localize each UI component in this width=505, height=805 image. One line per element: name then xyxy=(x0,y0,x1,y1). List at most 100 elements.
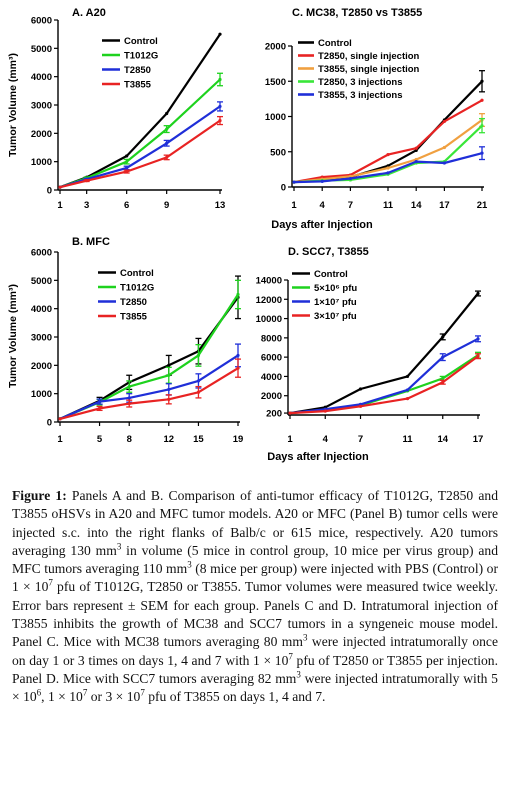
y-tick-label: 8000 xyxy=(261,333,282,344)
series-line xyxy=(289,292,479,415)
data-point xyxy=(125,154,129,158)
x-tick-label: 15 xyxy=(193,434,204,445)
y-tick-label: 500 xyxy=(270,147,286,158)
data-point xyxy=(386,166,390,170)
data-point xyxy=(405,374,410,379)
data-point xyxy=(323,409,327,413)
y-tick-label: 6000 xyxy=(31,248,52,259)
x-tick-label: 13 xyxy=(215,200,226,211)
data-point xyxy=(386,171,390,175)
series-line xyxy=(59,367,239,420)
caption-text: pfu of T1012G, T2850 or T3855. Tumor vol… xyxy=(12,579,498,650)
x-tick-label: 17 xyxy=(473,434,484,445)
data-point xyxy=(320,179,324,183)
caption-superscript: 3 xyxy=(116,541,122,552)
y-tick-label: 1000 xyxy=(265,112,286,123)
y-tick-label: 4000 xyxy=(31,72,52,83)
series-line xyxy=(289,355,479,415)
y-tick-label: 6000 xyxy=(31,16,52,27)
x-tick-label: 4 xyxy=(320,200,326,211)
data-point xyxy=(442,119,446,124)
caption-superscript: 7 xyxy=(48,577,53,588)
x-axis-label: Days after Injection xyxy=(271,219,373,231)
caption-text: pfu of T2850 or T3855 per injection. Pan… xyxy=(12,652,498,686)
data-point xyxy=(358,387,363,391)
series-line xyxy=(59,354,239,420)
caption-text: (8 mice per group) were injected with PB… xyxy=(12,561,498,595)
data-point xyxy=(442,145,446,150)
x-tick-label: 1 xyxy=(287,434,293,445)
legend-entry: T3855, 3 injections xyxy=(318,90,402,101)
x-tick-label: 4 xyxy=(323,434,329,445)
chart-title: B. MFC xyxy=(72,236,110,248)
x-tick-label: 19 xyxy=(233,434,244,445)
x-tick-label: 7 xyxy=(358,434,363,445)
caption-text: were injected intratumorally once on day… xyxy=(12,634,498,668)
caption-text: were injected intratumorally with 5 × 10 xyxy=(12,670,498,705)
x-tick-label: 6 xyxy=(124,200,129,211)
x-axis-label: Days after Injection xyxy=(267,451,369,463)
chart-title: D. SCC7, T3855 xyxy=(288,246,369,258)
x-tick-label: 1 xyxy=(57,434,63,445)
legend-entry: T2850 xyxy=(124,65,151,76)
legend-entry: T3855 xyxy=(120,312,148,323)
y-axis-label: Tumor Volume (mm³) xyxy=(7,284,19,388)
series-line xyxy=(59,293,239,420)
y-tick-label: 2000 xyxy=(265,42,286,53)
series-line xyxy=(59,105,221,189)
caption-text: in volume (5 mice in control group, 10 m… xyxy=(12,542,498,577)
caption-superscript: 3 xyxy=(302,632,308,643)
data-point xyxy=(405,397,410,401)
x-tick-label: 11 xyxy=(402,434,413,445)
legend-entry: T2850 xyxy=(120,297,147,308)
y-tick-label: 4000 xyxy=(31,304,52,315)
y-tick-label: 1000 xyxy=(31,157,52,168)
caption-text: Panels A and B. Comparison of anti-tumor… xyxy=(12,488,499,558)
data-point xyxy=(288,411,292,415)
y-tick-label: 12000 xyxy=(256,295,282,306)
legend-entry: Control xyxy=(120,268,154,279)
data-point xyxy=(292,180,296,184)
data-point xyxy=(165,111,169,116)
y-tick-label: 4000 xyxy=(261,372,282,383)
y-tick-label: 6000 xyxy=(261,353,282,364)
legend-entry: T2850, single injection xyxy=(318,51,420,62)
caption-body: Panels A and B. Comparison of anti-tumor… xyxy=(12,488,498,704)
legend-entry: Control xyxy=(318,38,352,49)
x-tick-label: 11 xyxy=(383,200,394,211)
series-line xyxy=(59,78,221,189)
y-tick-label: 1500 xyxy=(265,77,286,88)
x-tick-label: 1 xyxy=(291,200,297,211)
caption-superscript: 7 xyxy=(82,687,88,698)
x-tick-label: 8 xyxy=(127,434,132,445)
caption-label: Figure 1: xyxy=(12,488,67,503)
data-point xyxy=(358,404,363,408)
legend-entry: T1012G xyxy=(120,283,154,294)
data-point xyxy=(414,160,418,164)
caption-superscript: 3 xyxy=(296,669,301,680)
series-line xyxy=(289,337,479,415)
legend-entry: Control xyxy=(124,36,158,47)
x-tick-label: 12 xyxy=(163,434,174,445)
legend-entry: 3×10⁷ pfu xyxy=(314,311,357,322)
x-tick-label: 3 xyxy=(84,200,89,211)
y-tick-label: 10000 xyxy=(256,314,282,325)
caption-superscript: 6 xyxy=(36,687,42,698)
caption-superscript: 7 xyxy=(140,687,145,698)
x-tick-label: 21 xyxy=(477,200,488,211)
chart-title: A. A20 xyxy=(72,7,106,19)
y-axis-label: Tumor Volume (mm³) xyxy=(7,53,19,157)
chart-title: C. MC38, T2850 vs T3855 xyxy=(292,7,422,19)
y-tick-label: 5000 xyxy=(31,44,52,55)
data-point xyxy=(348,176,352,181)
y-tick-label: 14000 xyxy=(256,276,282,287)
x-tick-label: 7 xyxy=(348,200,353,211)
data-point xyxy=(414,146,418,150)
y-tick-label: 200 xyxy=(266,409,282,420)
legend-entry: Control xyxy=(314,269,348,280)
